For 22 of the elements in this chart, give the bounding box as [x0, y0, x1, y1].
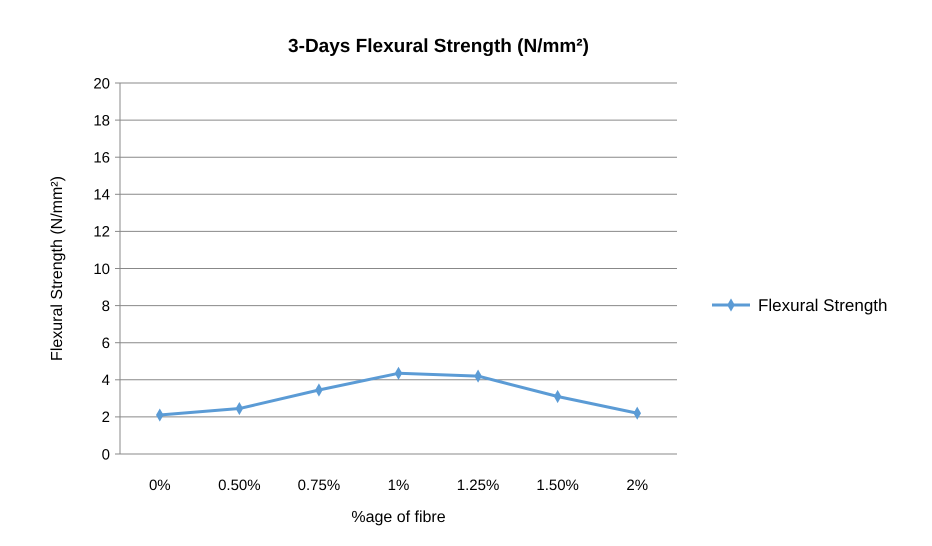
- y-tick-label: 12: [93, 224, 110, 241]
- y-tick-label: 0: [102, 446, 110, 464]
- x-tick-label: 1%: [388, 477, 410, 494]
- y-tick-label: 16: [93, 149, 110, 166]
- y-tick-label: 20: [93, 75, 110, 92]
- x-tick-label: 2%: [626, 477, 648, 494]
- x-tick-label: 0.75%: [298, 477, 340, 494]
- y-tick-label: 4: [102, 372, 110, 390]
- y-tick-label: 2: [102, 409, 110, 426]
- y-tick-label: 10: [93, 260, 110, 278]
- chart-title: 3-Days Flexural Strength (N/mm²): [288, 36, 589, 57]
- y-tick-label: 18: [93, 112, 110, 130]
- x-tick-label: 1.50%: [536, 477, 579, 494]
- y-tick-label: 8: [102, 298, 110, 315]
- x-axis-title: %age of fibre: [351, 509, 446, 526]
- legend-label: Flexural Strength: [758, 296, 888, 315]
- y-tick-label: 14: [93, 186, 110, 204]
- x-tick-label: 0%: [148, 477, 171, 494]
- x-tick-label: 0.50%: [218, 477, 261, 494]
- y-axis-title: Flexural Strength (N/mm²): [49, 176, 66, 361]
- x-tick-label: 1.25%: [456, 477, 500, 494]
- y-tick-label: 6: [102, 334, 110, 352]
